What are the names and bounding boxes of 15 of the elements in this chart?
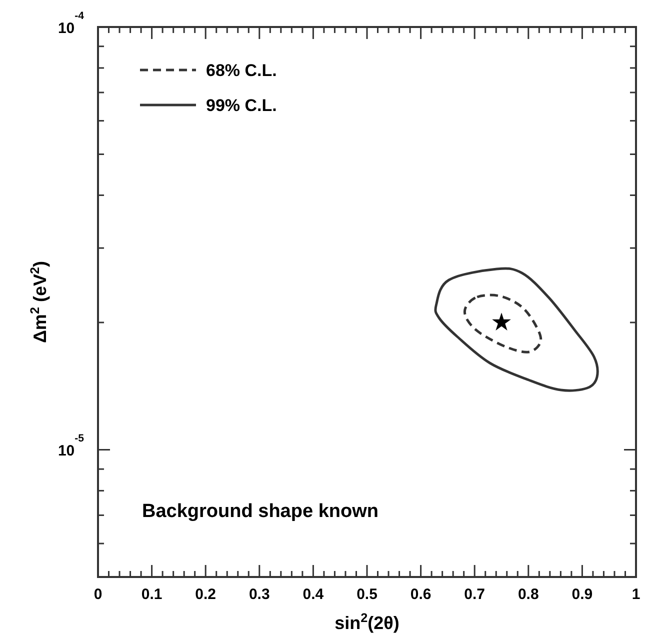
x-tick-label: 0.4 bbox=[302, 586, 324, 603]
annotation: Background shape known bbox=[142, 501, 378, 522]
x-axis-title: sin$^{2}$(2θ) bbox=[334, 611, 400, 633]
annotation: 99% C.L. bbox=[206, 96, 277, 115]
annotation: 68% C.L. bbox=[206, 61, 277, 80]
x-tick-label: 0.8 bbox=[518, 586, 539, 603]
x-tick-label: 0.5 bbox=[356, 586, 378, 603]
x-tick-label: 0.3 bbox=[248, 586, 270, 603]
x-tick-label: 0.7 bbox=[464, 586, 486, 603]
x-tick-label: 0 bbox=[94, 586, 102, 603]
x-tick-label: 0.9 bbox=[572, 586, 593, 603]
x-tick-label: 1 bbox=[632, 586, 640, 603]
x-tick-label: 0.6 bbox=[410, 586, 432, 603]
x-tick-label: 0.2 bbox=[195, 586, 216, 603]
x-tick-label: 0.1 bbox=[141, 586, 162, 603]
